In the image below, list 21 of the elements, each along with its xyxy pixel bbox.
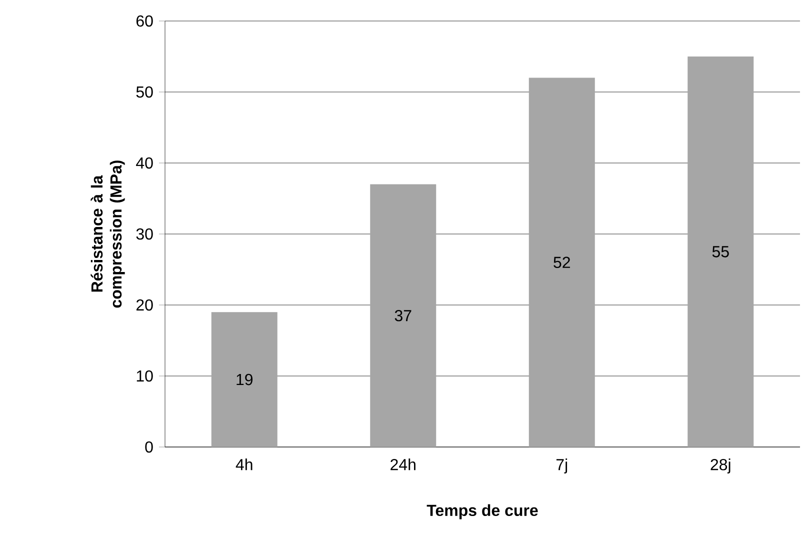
data-label: 19 <box>236 374 253 386</box>
y-tick-label: 10 <box>136 370 153 382</box>
y-tick-label: 0 <box>145 441 153 453</box>
y-tick-label: 20 <box>136 299 153 311</box>
bar <box>688 56 754 447</box>
bar <box>211 312 278 447</box>
x-tick-label: 4h <box>236 458 252 470</box>
x-tick-label: 7j <box>556 458 568 474</box>
x-axis-title: Temps de cure <box>426 504 538 520</box>
y-tick-label: 40 <box>136 157 153 169</box>
data-label: 55 <box>712 246 729 258</box>
data-label: 52 <box>554 256 570 268</box>
y-tick-label: 30 <box>136 228 153 240</box>
bar <box>370 184 436 447</box>
bar <box>528 78 595 447</box>
y-tick-label: 60 <box>136 15 153 27</box>
x-tick-label: 24h <box>390 458 416 470</box>
y-tick-label: 50 <box>136 86 153 98</box>
x-tick-label: 28j <box>710 458 730 474</box>
y-axis-title: Résistance à la compression (MPa) <box>90 160 125 308</box>
data-label: 37 <box>394 310 412 322</box>
